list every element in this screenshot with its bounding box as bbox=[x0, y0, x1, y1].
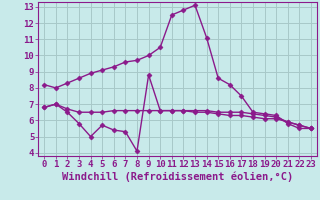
X-axis label: Windchill (Refroidissement éolien,°C): Windchill (Refroidissement éolien,°C) bbox=[62, 172, 293, 182]
